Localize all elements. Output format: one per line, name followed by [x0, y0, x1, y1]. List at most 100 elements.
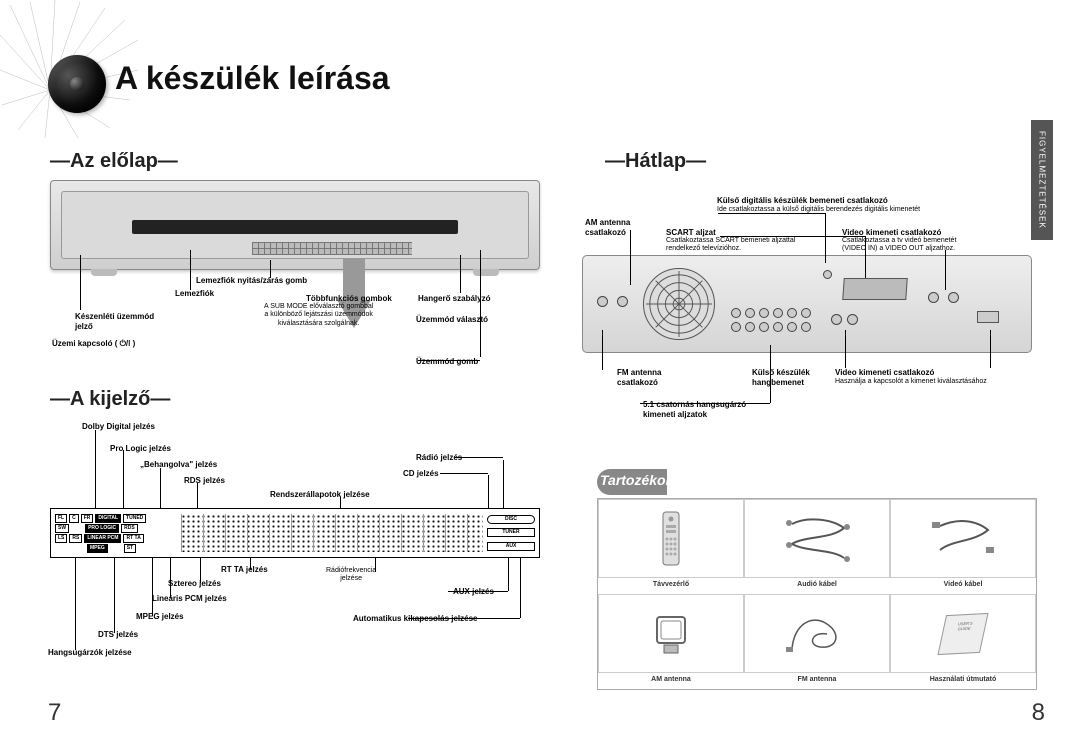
- vfd-tag-lpcm: LINEAR PCM: [84, 534, 121, 543]
- rear-label-fm-2: csatlakozó: [617, 378, 658, 387]
- disp-label-rds: RDS jelzés: [184, 476, 225, 485]
- disp-label-prologic: Pro Logic jelzés: [110, 444, 171, 453]
- page-title: A készülék leírása: [115, 60, 390, 97]
- lead-line: [114, 558, 115, 633]
- disp-label-stereo: Sztereo jelzés: [168, 579, 221, 588]
- front-label-open-close: Lemezfiók nyitás/zárás gomb: [196, 276, 307, 285]
- acc-label-manual: Használati útmutató: [890, 673, 1036, 689]
- rear-label-scart-sub-2: rendelkező televízióhoz.: [666, 245, 741, 252]
- front-label-power: Üzemi kapcsoló ( ⏻/ǀ ): [52, 339, 135, 349]
- rear-panel-illustration: [582, 255, 1032, 353]
- disp-label-radiofreq-2: jelzése: [326, 575, 376, 583]
- lead-line: [80, 255, 81, 310]
- lead-line: [200, 558, 201, 583]
- front-label-mode-sel: Üzemmód választó: [416, 315, 488, 324]
- vfd-tag-disc: DISC: [487, 515, 535, 524]
- rear-label-ext-audio-1: Külső készülék: [752, 368, 810, 377]
- lead-line: [640, 403, 770, 404]
- disp-label-cd: CD jelzés: [403, 469, 439, 478]
- rear-label-fm-1: FM antenna: [617, 368, 661, 377]
- display-heading: —A kijelző—: [50, 388, 170, 411]
- lead-line: [770, 345, 771, 403]
- lead-line: [270, 260, 271, 278]
- disp-label-dolby: Dolby Digital jelzés: [82, 422, 155, 431]
- rear-label-51-2: kimeneti aljzatok: [643, 410, 707, 419]
- front-label-standby-2: jelző: [75, 322, 93, 331]
- vfd-tag-fl: FL: [55, 514, 67, 523]
- vfd-tag-aux: AUX: [487, 542, 535, 551]
- lead-line: [720, 236, 865, 237]
- lead-line: [825, 213, 826, 263]
- aux-jack-icon: [847, 314, 858, 325]
- vfd-tag-mpeg: MPEG: [87, 544, 108, 553]
- rear-label-scart-sub-1: Csatlakoztassa SCART bemeneti aljzattal: [666, 237, 795, 244]
- vfd-display-illustration: FL C FR DIGITAL TUNED SW PRO LOGIC RDS L…: [50, 508, 540, 558]
- disp-label-rtta: RT TA jelzés: [221, 565, 268, 574]
- am-jack-icon: [617, 296, 628, 307]
- front-label-submode-1: A SUB MODE előválasztó gombbal: [264, 303, 373, 311]
- front-panel-illustration: [50, 180, 540, 270]
- lead-line: [488, 475, 489, 508]
- accessory-manual-icon: USER'SGUIDE: [890, 594, 1036, 673]
- vfd-tag-c: C: [69, 514, 79, 523]
- digital-in-jack-icon: [823, 270, 832, 279]
- vfd-tag-ls: LS: [55, 534, 67, 543]
- accessory-video-cable-icon: [890, 499, 1036, 578]
- lead-line: [250, 558, 251, 570]
- rear-label-ext-dig: Külső digitális készülék bemeneti csatla…: [717, 196, 888, 205]
- lead-line: [480, 250, 481, 357]
- lead-line: [418, 360, 480, 361]
- disp-label-sysstatus: Rendszerállapotok jelzése: [270, 490, 370, 499]
- lead-line: [718, 213, 825, 214]
- lead-line: [152, 558, 153, 616]
- lead-line: [190, 250, 191, 290]
- vfd-tag-fr: FR: [81, 514, 94, 523]
- disp-label-radiofreq-1: Rádiófrekvencia: [326, 567, 376, 575]
- disp-label-speakers: Hangsugárzók jelzése: [48, 648, 132, 657]
- aux-jack-icon: [831, 314, 842, 325]
- disp-label-mpeg: MPEG jelzés: [136, 612, 184, 621]
- video-select-switch-icon: [977, 311, 999, 323]
- front-label-submode-3: kiválasztására szolgálnak.: [264, 320, 373, 328]
- front-label-multi-btn: Többfunkciós gombok: [306, 294, 392, 303]
- lead-line: [95, 430, 96, 508]
- rear-label-51-1: 5.1 csatornás hangsugárzó: [643, 400, 746, 409]
- lead-line: [602, 330, 603, 370]
- lead-line: [440, 473, 488, 474]
- lead-line: [845, 330, 846, 368]
- vfd-tag-st: ST: [124, 544, 136, 553]
- lead-line: [170, 558, 171, 598]
- lead-line: [340, 497, 341, 509]
- lead-line: [945, 250, 946, 290]
- lead-line: [503, 460, 504, 508]
- disp-label-tuned: „Behangolva" jelzés: [140, 460, 217, 469]
- rear-label-scart: SCART aljzat: [666, 228, 716, 237]
- rear-label-video-out-sub-1: Csatlakoztassa a tv videó bemenetét: [842, 237, 956, 244]
- front-label-mode-btn: Üzemmód gomb: [416, 357, 478, 366]
- page-number-left: 7: [48, 699, 61, 727]
- acc-label-video-cable: Videó kábel: [890, 578, 1036, 594]
- front-label-disc-tray: Lemezfiók: [175, 289, 214, 298]
- vfd-tag-tuned: TUNED: [123, 514, 146, 523]
- accessory-remote-icon: [598, 499, 744, 578]
- lead-line: [197, 483, 198, 508]
- front-label-submode-2: a különböző lejátszási üzemmódok: [264, 311, 373, 319]
- accessory-am-antenna-icon: [598, 594, 744, 673]
- scart-connector-icon: [842, 278, 908, 300]
- lead-line: [448, 591, 508, 592]
- vfd-tag-prologic: PRO LOGIC: [85, 524, 119, 533]
- page-number-right: 8: [1032, 699, 1045, 727]
- lead-line: [508, 558, 509, 591]
- lead-line: [123, 450, 124, 508]
- side-tab: FIGYELMEZTETÉSEK: [1031, 120, 1053, 240]
- accessories-grid: Távvezérlő Audió kábel Videó kábel USER'…: [597, 498, 1037, 690]
- vfd-tag-digital: DIGITAL: [95, 514, 121, 523]
- rear-label-video-sel: Video kimeneti csatlakozó: [835, 368, 934, 377]
- speaker-jack-group: [731, 308, 813, 334]
- acc-label-remote: Távvezérlő: [598, 578, 744, 594]
- accessory-audio-cable-icon: [744, 499, 890, 578]
- vfd-tag-rs: RS: [69, 534, 82, 543]
- lead-line: [630, 230, 631, 285]
- rear-label-am-2: csatlakozó: [585, 228, 626, 237]
- accessory-fm-antenna-icon: [744, 594, 890, 673]
